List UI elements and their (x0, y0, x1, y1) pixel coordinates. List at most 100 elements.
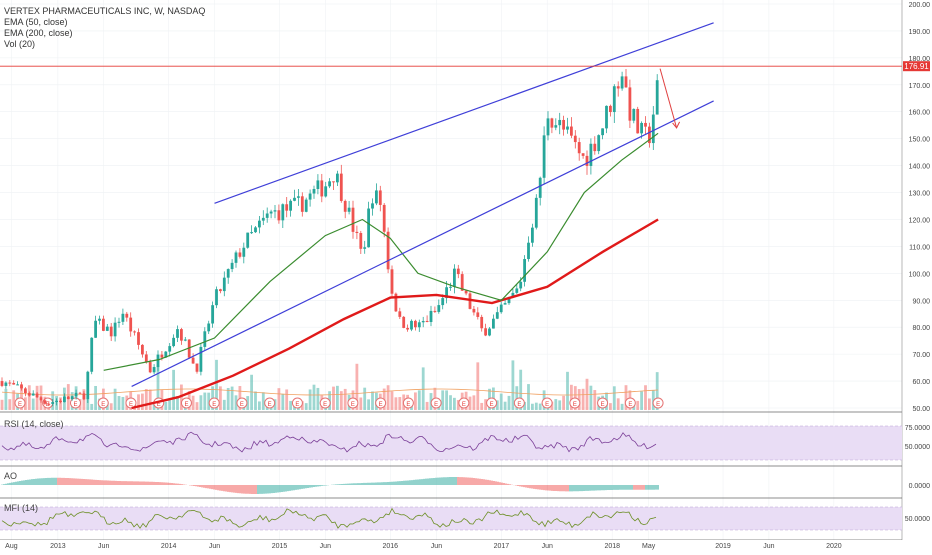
candle-body (265, 213, 269, 218)
volume-bar (554, 399, 558, 410)
candle-body (180, 329, 183, 341)
y-tick-label: 190.00 (909, 29, 931, 36)
x-tick-label: May (642, 543, 656, 550)
x-tick-label: Jun (320, 543, 331, 550)
volume-bar (616, 398, 620, 410)
volume-bar (176, 396, 179, 410)
earnings-marker-letter: E (601, 402, 605, 408)
candle-body (4, 382, 8, 386)
x-tick-label: 2014 (161, 543, 177, 550)
arrow-shaft (659, 68, 678, 129)
ema200-line (131, 218, 659, 410)
candle-body (144, 354, 148, 363)
volume-bar (472, 395, 476, 410)
candle-body (538, 177, 542, 198)
candle-body (98, 318, 101, 321)
candle-body (511, 292, 515, 298)
pane-band (0, 507, 902, 530)
volume-bar (86, 399, 90, 410)
candle-body (644, 122, 647, 127)
earnings-marker (264, 397, 276, 409)
candle-body (554, 125, 558, 128)
volume-bar (363, 387, 367, 410)
x-tick-label: 2016 (383, 543, 399, 550)
legend-ema200: EMA (200, close) (4, 28, 73, 38)
y-axis: 200.00 190.00 180.00 170.00 160.00 150.00 140.… (901, 0, 932, 550)
candle-body (581, 153, 585, 156)
candle-body (624, 76, 628, 88)
arrow-head (672, 121, 681, 129)
x-tick-label: Jun (98, 543, 109, 550)
candle-body (183, 339, 187, 341)
candle-body (515, 288, 519, 293)
candle-body (304, 199, 308, 212)
earnings-marker (486, 397, 498, 409)
earnings-marker-letter: E (295, 402, 299, 408)
earnings-marker (97, 397, 109, 409)
rsi-line (1, 431, 657, 453)
volume-bar (367, 399, 370, 410)
candle-body (160, 354, 164, 358)
candle-body (570, 126, 573, 136)
candle-body (74, 392, 78, 397)
candle-body (655, 80, 659, 115)
volume-bar (414, 392, 417, 410)
candle-body (27, 393, 31, 396)
candles (0, 68, 659, 407)
candle-body (628, 87, 632, 121)
candle-body (78, 392, 82, 394)
candle-body (195, 363, 199, 372)
volume-bar (453, 397, 456, 410)
candle-body (0, 381, 4, 386)
earnings-marker-letter: E (490, 402, 494, 408)
volume-bar (168, 400, 172, 410)
earnings-marker (236, 397, 248, 409)
candle-body (651, 114, 655, 144)
volume-bar (273, 399, 277, 410)
volume-bar (421, 367, 425, 410)
candle-body (573, 135, 577, 143)
earnings-marker-letter: E (406, 402, 410, 408)
channel-upper-line[interactable] (214, 22, 714, 204)
volume-bar (12, 390, 16, 410)
y-tick-label: 110.00 (909, 244, 930, 251)
candle-body (199, 346, 203, 372)
y-tick-label: 90.00 (912, 298, 930, 305)
candle-body (531, 227, 534, 243)
candle-body (43, 400, 47, 404)
earnings-marker (458, 397, 470, 409)
channel-lower-line[interactable] (131, 100, 714, 387)
volume-bar (156, 365, 160, 410)
y-axis-bg (902, 0, 932, 550)
candle-body (133, 331, 136, 333)
volume-bar (117, 396, 121, 410)
ao-pane: 0.0000 (0, 477, 930, 499)
earnings-marker-letter: E (157, 402, 161, 408)
candle-body (316, 180, 320, 189)
forecast-arrow[interactable] (659, 68, 681, 129)
volume-bar (441, 390, 445, 410)
volume-bar (359, 397, 363, 410)
volume-bar (172, 369, 175, 410)
volume-bar (254, 391, 257, 410)
candle-body (293, 197, 296, 201)
candle-body (312, 188, 316, 194)
candle-body (191, 357, 195, 364)
volume-bar (398, 397, 402, 410)
volume-bar (191, 395, 195, 410)
candle-body (86, 371, 90, 400)
candle-body (226, 269, 230, 278)
legend-ema50: EMA (50, close) (4, 17, 68, 27)
candle-body (367, 208, 370, 248)
earnings-marker-letter: E (573, 402, 577, 408)
candle-body (47, 403, 51, 405)
volume-bar (519, 369, 523, 410)
volume-bar (581, 388, 585, 410)
earnings-marker (541, 397, 553, 409)
x-tick-label: Jun (209, 543, 220, 550)
candle-body (468, 293, 472, 309)
candle-body (421, 320, 425, 323)
volume-bar (495, 400, 499, 410)
y-tick-label: 140.00 (909, 164, 931, 171)
